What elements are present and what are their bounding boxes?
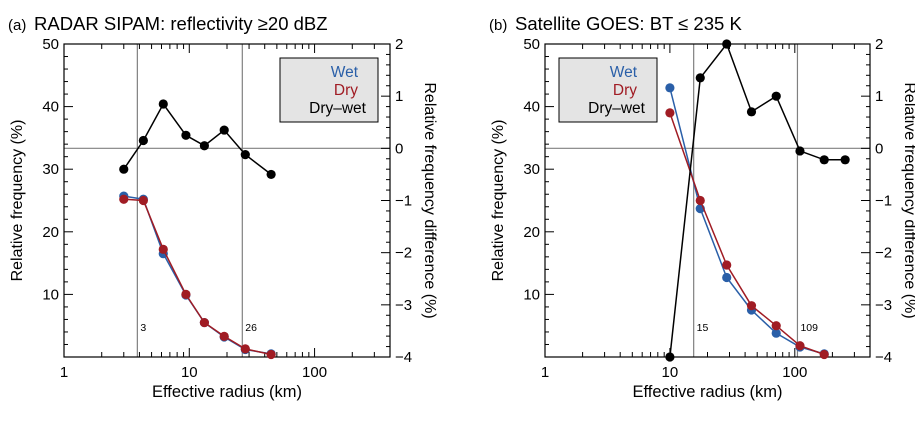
y-tick-label: 40 <box>523 99 540 116</box>
legend-box <box>558 57 658 123</box>
y2-tick-label: −3 <box>395 297 412 314</box>
data-point <box>795 146 805 156</box>
y2-tick-label: −4 <box>395 349 412 366</box>
data-point <box>665 108 675 118</box>
data-point <box>819 155 829 165</box>
y-axis-label: Relative frequency (%) <box>9 120 26 282</box>
data-point <box>266 349 276 360</box>
reference-vline-label: 3 <box>140 322 146 334</box>
chart-title: Satellite GOES: BT ≤ 235 K <box>515 13 742 34</box>
data-point <box>138 195 148 206</box>
y2-axis-label: Relative frequency difference (%) <box>421 82 438 318</box>
y-axis-label: Relative frequency (%) <box>490 120 507 282</box>
data-point <box>158 244 168 254</box>
data-point <box>840 155 850 165</box>
data-point <box>722 260 732 270</box>
y-tick-label: 20 <box>523 224 540 241</box>
panel-label: (a) <box>8 17 26 34</box>
data-point <box>746 107 757 117</box>
y2-tick-label: −4 <box>875 349 892 366</box>
x-axis-label: Effective radius (km) <box>632 383 782 401</box>
y-tick-label: 10 <box>42 286 59 303</box>
y2-tick-label: −2 <box>395 245 412 262</box>
data-point <box>138 135 148 146</box>
y2-tick-label: −2 <box>875 245 892 262</box>
data-point <box>119 194 129 204</box>
y-tick-label: 50 <box>523 36 540 53</box>
chart-title: RADAR SIPAM: reflectivity ≥20 dBZ <box>34 13 328 34</box>
y-tick-label: 30 <box>42 161 59 178</box>
data-point <box>240 149 250 160</box>
y2-tick-label: −1 <box>395 193 412 210</box>
y2-tick-label: 1 <box>395 88 403 105</box>
y2-tick-label: 0 <box>395 140 403 157</box>
data-point <box>266 169 276 180</box>
x-tick-label: 100 <box>782 364 807 381</box>
legend-entry: Wet <box>331 64 359 81</box>
y2-tick-label: −3 <box>875 297 892 314</box>
data-point <box>181 130 191 140</box>
reference-vline-label: 26 <box>245 322 257 334</box>
data-point <box>695 73 705 83</box>
data-point <box>199 141 209 151</box>
data-point <box>219 331 229 341</box>
y2-axis-label: Relative frequency difference (%) <box>901 82 915 318</box>
data-point <box>158 99 168 109</box>
data-point <box>819 349 829 360</box>
y-tick-label: 20 <box>42 224 59 241</box>
y2-tick-label: 0 <box>875 140 883 157</box>
y-tick-label: 30 <box>523 161 540 178</box>
chart-panel-1: (a) RADAR SIPAM: reflectivity ≥20 dBZ 3 26 1… <box>8 13 438 401</box>
legend-entry: Dry–wet <box>588 100 646 117</box>
data-point <box>665 83 675 93</box>
y2-tick-label: 1 <box>875 88 883 105</box>
data-point <box>722 272 732 283</box>
y2-tick-label: −1 <box>875 193 892 210</box>
x-tick-label: 1 <box>541 364 549 381</box>
y2-tick-label: 2 <box>395 36 403 53</box>
y2-tick-label: 2 <box>875 36 883 53</box>
y-tick-label: 40 <box>42 99 59 116</box>
y-tick-label: 10 <box>523 286 540 303</box>
legend-box <box>279 57 379 123</box>
data-point <box>771 328 781 338</box>
data-point <box>722 39 732 49</box>
x-tick-label: 1 <box>60 364 68 381</box>
legend-entry: Dry–wet <box>309 100 367 117</box>
x-axis-label: Effective radius (km) <box>152 383 302 401</box>
legend-entry: Dry <box>334 82 358 99</box>
reference-vline-label: 109 <box>800 322 818 334</box>
data-point <box>119 164 129 174</box>
data-point <box>795 341 805 351</box>
data-point <box>746 301 757 311</box>
reference-vline-label: 15 <box>697 322 709 334</box>
data-point <box>219 125 229 135</box>
panel-label: (b) <box>489 17 507 34</box>
data-point <box>771 91 781 101</box>
data-point <box>240 344 250 354</box>
legend-entry: Dry <box>613 82 637 99</box>
legend-entry: Wet <box>610 64 638 81</box>
data-point <box>199 317 209 328</box>
x-tick-label: 10 <box>181 364 198 381</box>
data-point <box>665 352 675 362</box>
data-point <box>181 289 191 299</box>
series-line-1 <box>669 87 825 355</box>
data-point <box>695 195 705 206</box>
x-tick-label: 100 <box>302 364 327 381</box>
y-tick-label: 50 <box>42 36 59 53</box>
x-tick-label: 10 <box>662 364 679 381</box>
data-point <box>771 321 781 331</box>
series-line-3 <box>123 102 272 175</box>
